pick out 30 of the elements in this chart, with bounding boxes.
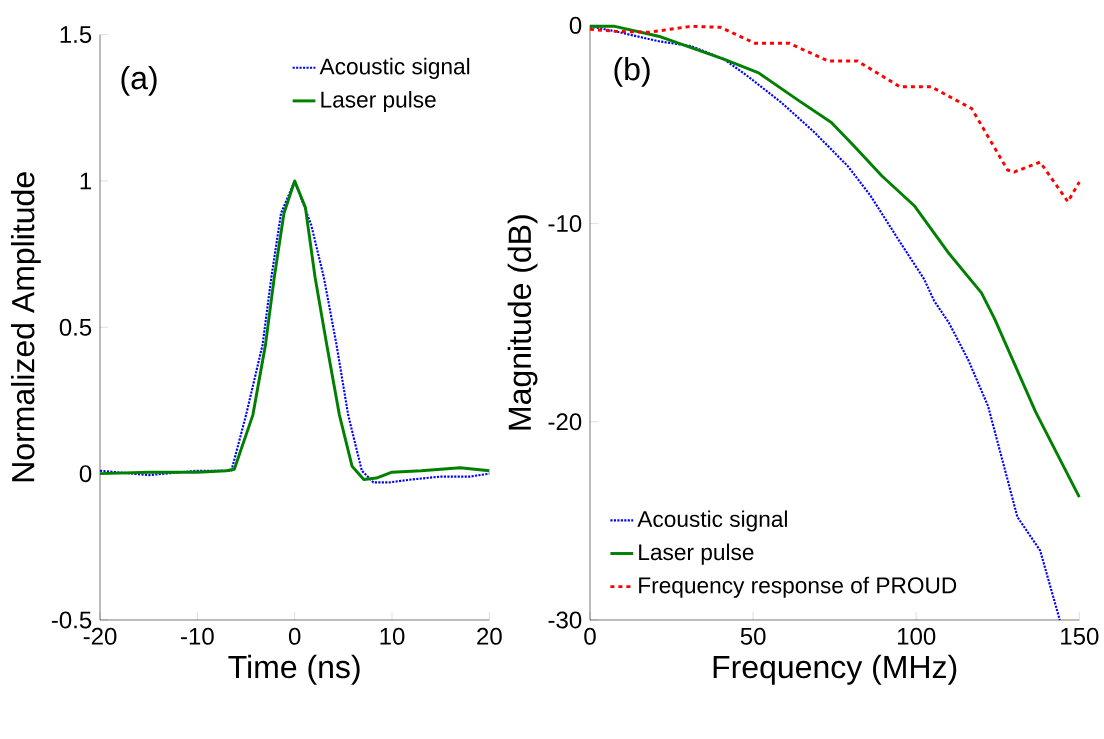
x-tick-label: -10 xyxy=(181,627,214,645)
legend-label: Frequency response of PROUD xyxy=(639,576,957,598)
x-tick-label: 10 xyxy=(380,627,405,645)
y-tick-label: -20 xyxy=(548,413,582,431)
legend-label: Acoustic signal xyxy=(637,510,787,532)
x-axis-title: Time (ns) xyxy=(228,654,360,685)
y-tick-label: -0.5 xyxy=(51,611,92,629)
x-tick-label: 150 xyxy=(1061,627,1099,645)
legend-label: Acoustic signal xyxy=(319,57,470,79)
annotation: (a) xyxy=(121,65,157,96)
x-axis-title: Frequency (MHz) xyxy=(713,654,957,685)
y-tick-label: 0.5 xyxy=(59,318,92,336)
y-axis-title: Magnitude (dB) xyxy=(507,215,538,430)
annotation: (b) xyxy=(614,56,650,87)
y-tick-label: 0 xyxy=(79,465,92,483)
y-tick-label: 0 xyxy=(569,16,582,34)
x-tick-label: 50 xyxy=(740,627,766,645)
x-tick-label: 20 xyxy=(477,627,502,645)
x-tick-label: 100 xyxy=(898,627,936,645)
line-series xyxy=(588,24,1081,499)
x-tick-label: 0 xyxy=(288,627,301,645)
y-tick-label: -10 xyxy=(548,215,582,233)
legend-label: Laser pulse xyxy=(321,90,436,113)
y-tick-label: 1 xyxy=(80,172,92,190)
line-series xyxy=(588,24,1081,204)
y-axis-title: Normalized Amplitude xyxy=(10,172,41,482)
y-tick-label: 1.5 xyxy=(60,26,92,44)
x-tick-label: 0 xyxy=(584,627,596,645)
legend-label: Laser pulse xyxy=(639,543,754,565)
y-tick-label: -30 xyxy=(548,611,582,629)
